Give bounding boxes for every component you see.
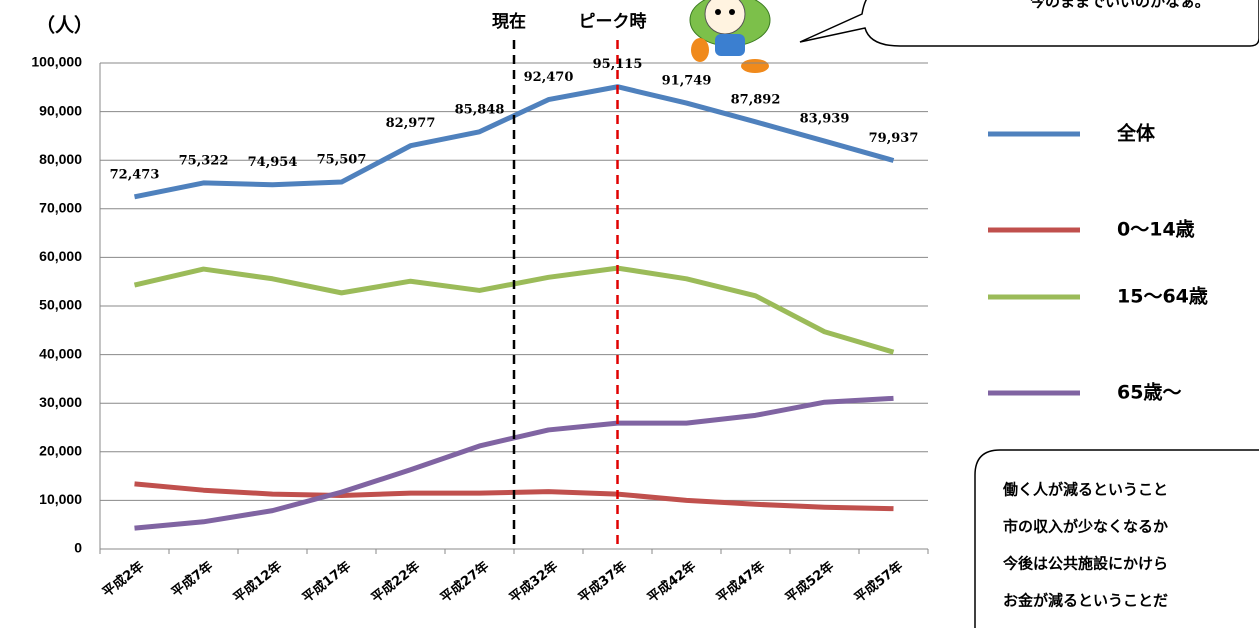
- legend-label: 65歳～: [1117, 382, 1181, 404]
- x-tick-label: 平成22年: [368, 558, 423, 606]
- data-label: 82,977: [386, 116, 436, 131]
- y-tick-label: 90,000: [39, 102, 82, 118]
- note-text: 今後は公共施設にかけら: [1002, 555, 1168, 573]
- data-label: 75,322: [179, 153, 229, 168]
- data-label: 85,848: [455, 102, 505, 117]
- note-box: [974, 449, 1259, 628]
- x-tick-label: 平成52年: [782, 558, 837, 606]
- y-tick-label: 60,000: [39, 248, 82, 264]
- legend-label: 0～14歳: [1117, 219, 1195, 241]
- y-tick-label: 100,000: [31, 54, 82, 70]
- data-label: 75,507: [317, 153, 367, 168]
- note-text: 市の収入が少なくなるか: [1003, 518, 1168, 536]
- mascot: [689, 0, 771, 73]
- data-label: 92,470: [524, 70, 574, 85]
- data-label: 74,954: [248, 155, 298, 170]
- x-tick-label: 平成32年: [506, 558, 561, 606]
- speech-text: 今のままでいいのかなぁ。: [1029, 0, 1210, 11]
- note-text: お金が減るということだ: [1003, 592, 1168, 610]
- data-label: 87,892: [731, 92, 781, 107]
- x-tick-label: 平成7年: [168, 558, 216, 600]
- y-axis-label: （人）: [36, 14, 93, 37]
- x-tick-label: 平成37年: [575, 558, 630, 606]
- data-label: 91,749: [662, 74, 712, 89]
- y-tick-label: 10,000: [39, 491, 82, 507]
- data-label: 83,939: [800, 112, 850, 127]
- y-tick-label: 50,000: [39, 297, 82, 313]
- x-tick-label: 平成47年: [713, 558, 768, 606]
- y-tick-label: 80,000: [39, 151, 82, 167]
- reference-label: ピーク時: [579, 11, 647, 32]
- data-label: 72,473: [110, 167, 160, 182]
- y-tick-label: 20,000: [39, 443, 82, 459]
- x-tick-label: 平成27年: [437, 558, 492, 606]
- x-tick-label: 平成17年: [299, 558, 354, 606]
- data-label: 95,115: [593, 57, 643, 72]
- x-tick-label: 平成42年: [644, 558, 699, 606]
- legend-label: 15～64歳: [1117, 286, 1208, 308]
- y-tick-label: 40,000: [39, 345, 82, 361]
- y-tick-label: 30,000: [39, 394, 82, 410]
- x-tick-label: 平成12年: [230, 558, 285, 606]
- reference-label: 現在: [492, 11, 526, 32]
- legend-label: 全体: [1116, 122, 1156, 145]
- y-tick-label: 70,000: [39, 200, 82, 216]
- note-text: 働く人が減るということ: [1002, 481, 1168, 499]
- y-tick-label: 0: [74, 540, 82, 556]
- x-tick-label: 平成57年: [851, 558, 906, 606]
- speech-bubble: [799, 0, 1259, 47]
- data-label: 79,937: [869, 131, 919, 146]
- x-tick-label: 平成2年: [99, 558, 147, 600]
